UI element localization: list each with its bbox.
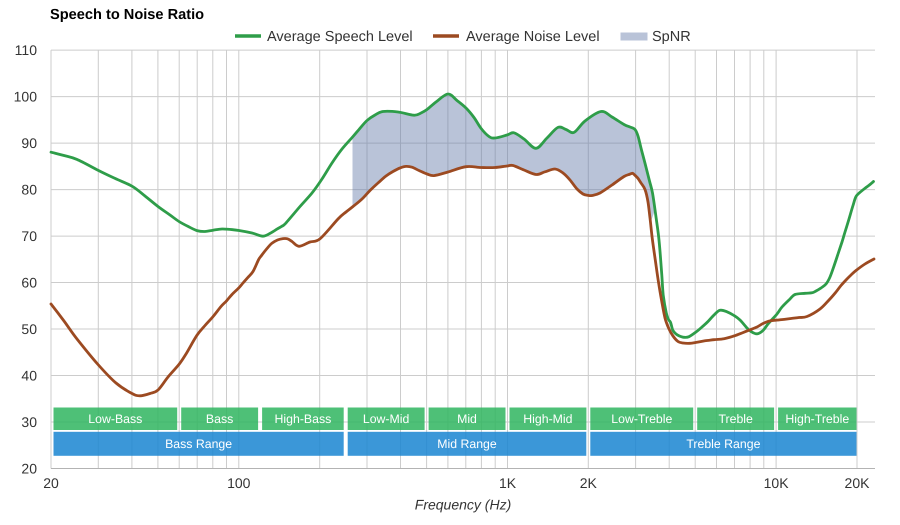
svg-text:20: 20 [21, 460, 37, 476]
svg-text:High-Mid: High-Mid [523, 412, 572, 426]
svg-text:Treble Range: Treble Range [686, 437, 760, 451]
svg-text:Bass Range: Bass Range [165, 437, 232, 451]
svg-text:Frequency (Hz): Frequency (Hz) [415, 497, 511, 513]
svg-text:20: 20 [43, 475, 59, 491]
svg-text:80: 80 [21, 181, 37, 197]
svg-text:100: 100 [227, 475, 251, 491]
svg-text:90: 90 [21, 135, 37, 151]
svg-text:Average Noise Level: Average Noise Level [466, 29, 600, 45]
svg-text:110: 110 [15, 42, 38, 58]
svg-text:High-Treble: High-Treble [785, 412, 849, 426]
svg-text:30: 30 [21, 414, 37, 430]
svg-text:70: 70 [21, 228, 37, 244]
svg-text:2K: 2K [580, 475, 598, 491]
svg-text:60: 60 [21, 274, 37, 290]
svg-text:1K: 1K [499, 475, 517, 491]
svg-text:Average Speech Level: Average Speech Level [267, 29, 413, 45]
svg-text:High-Bass: High-Bass [275, 412, 332, 426]
svg-text:Mid Range: Mid Range [437, 437, 497, 451]
svg-text:Mid: Mid [457, 412, 477, 426]
svg-text:50: 50 [21, 321, 37, 337]
svg-text:SpNR: SpNR [652, 29, 691, 45]
svg-text:100: 100 [14, 88, 38, 104]
svg-text:Low-Treble: Low-Treble [611, 412, 672, 426]
svg-text:20K: 20K [845, 475, 871, 491]
svg-text:10K: 10K [764, 475, 790, 491]
svg-text:Low-Mid: Low-Mid [363, 412, 410, 426]
svg-text:Treble: Treble [718, 412, 753, 426]
svg-text:Low-Bass: Low-Bass [88, 412, 142, 426]
svg-text:Speech to Noise Ratio: Speech to Noise Ratio [50, 7, 204, 23]
svg-text:Bass: Bass [206, 412, 233, 426]
svg-text:40: 40 [21, 367, 37, 383]
